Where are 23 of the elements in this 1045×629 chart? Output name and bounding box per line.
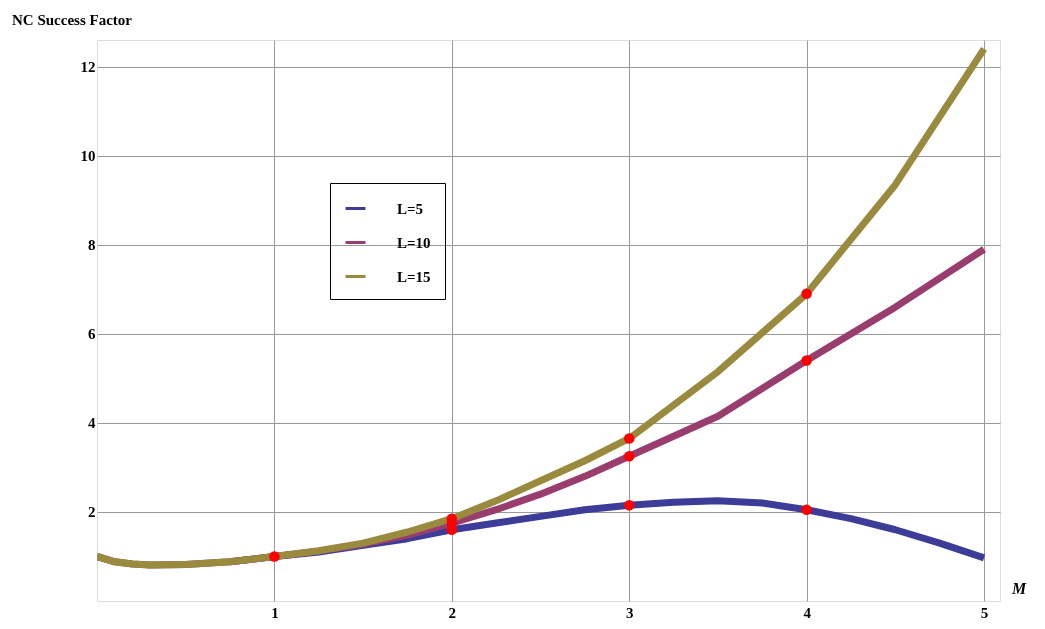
point: [623, 433, 635, 444]
y-tick-label: 4: [88, 415, 96, 432]
x-tick-label: 4: [803, 604, 812, 621]
legend-label: L=5: [397, 200, 424, 217]
y-tick-label: 6: [88, 326, 96, 343]
point: [801, 288, 812, 300]
x-tick-label: 5: [980, 604, 989, 621]
point: [801, 355, 812, 366]
y-tick-label: 12: [80, 59, 96, 76]
y-axis-title: NC Success Factor: [12, 12, 133, 28]
point: [623, 500, 635, 511]
x-tick-label: 3: [625, 604, 634, 621]
point: [623, 451, 635, 462]
point: [269, 551, 280, 562]
point: [801, 504, 812, 515]
legend-label: L=15: [397, 268, 431, 285]
x-tick-label: 1: [271, 604, 279, 621]
x-tick-label: 2: [448, 604, 457, 621]
legend-label: L=10: [397, 234, 431, 251]
y-tick-label: 8: [88, 237, 96, 254]
y-tick-label: 10: [80, 148, 96, 165]
y-tick-label: 2: [88, 504, 96, 521]
x-axis-title: M: [1011, 580, 1027, 597]
